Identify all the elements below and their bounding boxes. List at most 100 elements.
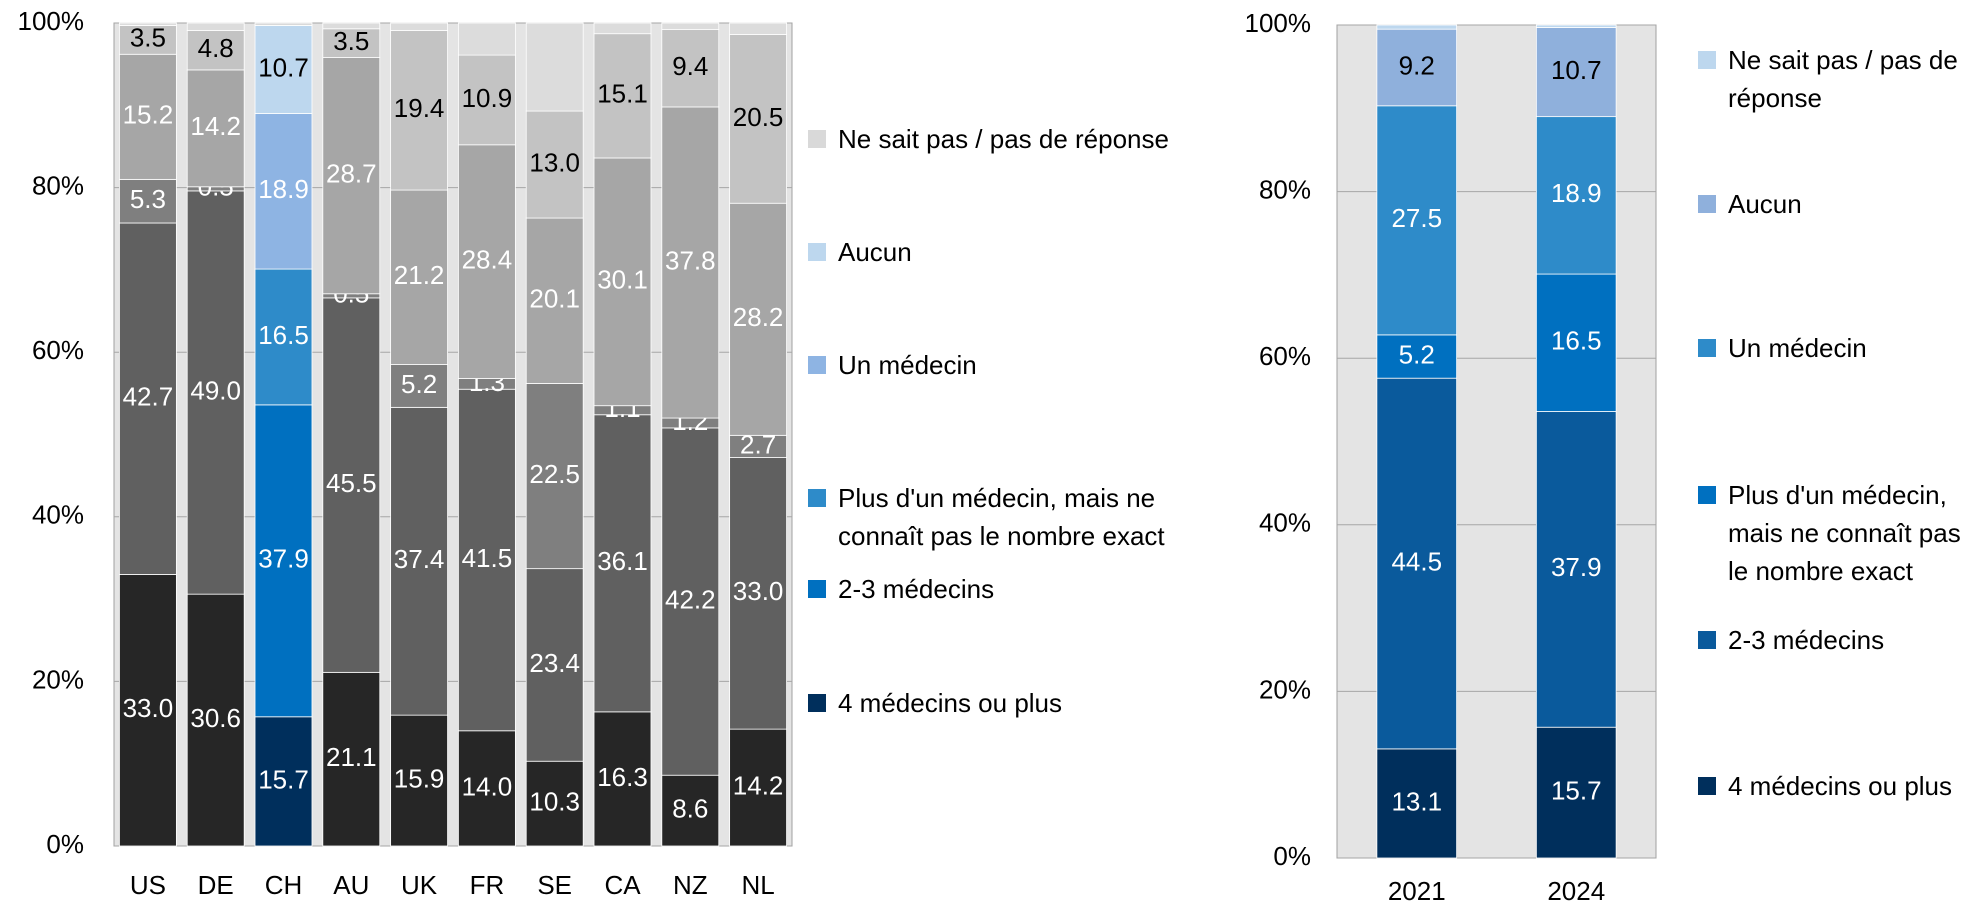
bar-segment bbox=[1535, 27, 1617, 118]
y-tick-label: 40% bbox=[1259, 508, 1311, 538]
y-tick-label: 0% bbox=[1273, 841, 1311, 871]
x-tick-label: FR bbox=[470, 870, 505, 900]
data-label: 9.4 bbox=[672, 51, 708, 81]
legend-item: Plus d'un médecin, mais ne connaît pas l… bbox=[1698, 476, 1987, 590]
bar-segment bbox=[322, 28, 381, 58]
x-tick-label: US bbox=[130, 870, 166, 900]
data-label: 16.3 bbox=[597, 762, 648, 792]
data-label: 15.9 bbox=[394, 763, 445, 793]
bar-segment bbox=[322, 671, 381, 847]
data-label: 10.7 bbox=[258, 52, 309, 82]
legend-label: Plus d'un médecin, mais ne connaît pas l… bbox=[838, 483, 1165, 551]
data-label: 20.5 bbox=[733, 102, 784, 132]
x-tick-label: 2024 bbox=[1547, 876, 1605, 906]
data-label: 8.6 bbox=[672, 793, 708, 823]
data-label: 5.3 bbox=[130, 184, 166, 214]
data-label: 49.0 bbox=[190, 375, 241, 405]
y-tick-label: 80% bbox=[32, 170, 84, 200]
y-tick-label: 80% bbox=[1259, 174, 1311, 204]
data-label: 30.1 bbox=[597, 265, 648, 295]
bar-segment bbox=[186, 190, 245, 595]
bar-segment bbox=[119, 22, 177, 26]
data-label: 10.7 bbox=[1551, 55, 1602, 85]
data-label: 10.9 bbox=[462, 83, 513, 113]
legend-label: 4 médecins ou plus bbox=[838, 688, 1063, 718]
bar-segment bbox=[119, 25, 177, 55]
x-tick-label: NL bbox=[741, 870, 774, 900]
data-label: 14.2 bbox=[190, 111, 241, 141]
x-tick-label: CA bbox=[604, 870, 641, 900]
bar-segment bbox=[593, 711, 652, 847]
legend-item: Plus d'un médecin, mais ne connaît pas l… bbox=[808, 479, 1204, 555]
data-label: 13.1 bbox=[1391, 786, 1442, 816]
data-label: 37.9 bbox=[1551, 552, 1602, 582]
legend-label: Plus d'un médecin, mais ne connaît pas l… bbox=[1728, 480, 1961, 586]
bar-segment bbox=[1535, 116, 1617, 275]
legend-label: 2-3 médecins bbox=[1728, 625, 1885, 655]
legend-swatch bbox=[1698, 777, 1716, 795]
bar-segment bbox=[458, 388, 516, 732]
legend-swatch bbox=[1698, 486, 1716, 504]
legend-label: Aucun bbox=[1728, 189, 1802, 219]
bar-segment bbox=[593, 22, 652, 35]
bar-segment bbox=[186, 22, 245, 31]
legend-swatch bbox=[808, 356, 826, 374]
bar-segment bbox=[186, 593, 245, 847]
legend-item: 4 médecins ou plus bbox=[808, 684, 1204, 722]
data-label: 15.2 bbox=[123, 100, 174, 130]
data-label: 33.0 bbox=[733, 576, 784, 606]
y-tick-label: 60% bbox=[1259, 341, 1311, 371]
y-tick-label: 20% bbox=[32, 664, 84, 694]
bar-segment bbox=[119, 574, 177, 847]
legend-swatch bbox=[808, 130, 826, 148]
bar-segment bbox=[186, 69, 245, 188]
bar-segment bbox=[254, 113, 313, 270]
bar-segment bbox=[1376, 105, 1458, 336]
y-tick-label: 100% bbox=[18, 6, 85, 36]
data-label: 15.1 bbox=[597, 79, 648, 109]
bar-segment bbox=[525, 383, 584, 570]
data-label: 4.8 bbox=[198, 33, 234, 63]
data-label: 37.8 bbox=[665, 245, 716, 275]
bar-segment bbox=[1535, 273, 1617, 412]
legend-swatch bbox=[808, 489, 826, 507]
bar-segment bbox=[729, 728, 787, 847]
legend-item: Un médecin bbox=[1698, 329, 1987, 367]
data-label: 21.1 bbox=[326, 742, 377, 772]
data-label: 15.7 bbox=[1551, 775, 1602, 805]
y-tick-label: 20% bbox=[1259, 674, 1311, 704]
legend-swatch bbox=[808, 694, 826, 712]
legend-label: Ne sait pas / pas de réponse bbox=[1728, 45, 1958, 113]
legend-label: Un médecin bbox=[838, 350, 977, 380]
x-tick-label: AU bbox=[333, 870, 369, 900]
bar-segment bbox=[1376, 24, 1458, 30]
bar-segment bbox=[661, 106, 720, 419]
data-label: 14.0 bbox=[462, 771, 513, 801]
data-label: 37.4 bbox=[394, 544, 445, 574]
data-label: 13.0 bbox=[529, 147, 580, 177]
bar-segment bbox=[390, 189, 448, 365]
bar-segment bbox=[661, 22, 720, 30]
y-tick-label: 100% bbox=[1245, 8, 1312, 38]
bar-segment bbox=[525, 217, 584, 384]
legend-swatch bbox=[1698, 631, 1716, 649]
data-label: 5.2 bbox=[401, 369, 437, 399]
bar-segment bbox=[458, 22, 516, 56]
data-label: 42.7 bbox=[123, 382, 174, 412]
data-label: 28.4 bbox=[462, 245, 513, 275]
legend-item: 2-3 médecins bbox=[808, 570, 1204, 608]
bar-segment bbox=[729, 202, 787, 436]
bar-segment bbox=[322, 22, 381, 30]
legend-item: Un médecin bbox=[808, 346, 1204, 384]
legend-item: Aucun bbox=[1698, 185, 1987, 223]
bar-segment bbox=[1376, 748, 1458, 859]
data-label: 3.5 bbox=[130, 23, 166, 53]
data-label: 30.6 bbox=[190, 703, 241, 733]
legend-swatch bbox=[1698, 339, 1716, 357]
bar-segment bbox=[729, 457, 787, 730]
legend-label: 2-3 médecins bbox=[838, 574, 995, 604]
data-label: 18.9 bbox=[1551, 178, 1602, 208]
legend-item: 2-3 médecins bbox=[1698, 621, 1987, 659]
data-label: 14.2 bbox=[733, 770, 784, 800]
